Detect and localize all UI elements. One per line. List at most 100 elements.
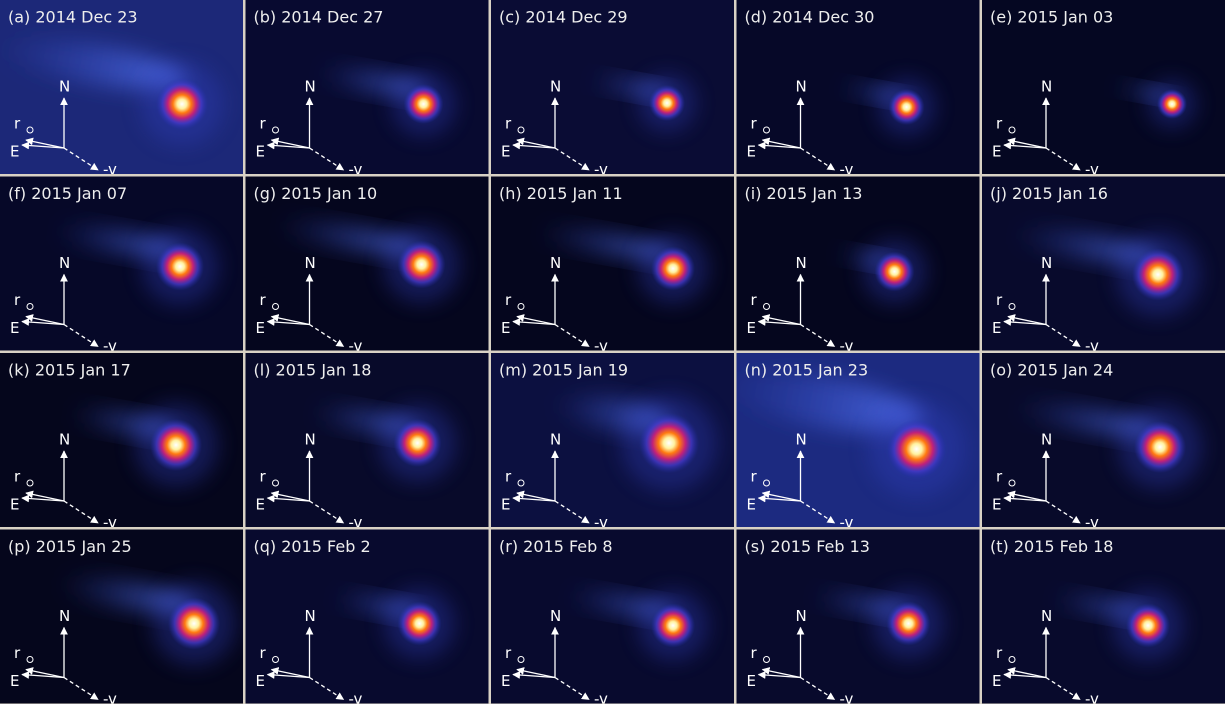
compass-velocity: -v xyxy=(840,337,854,355)
compass-velocity: -v xyxy=(840,514,854,532)
compass-east: E xyxy=(10,143,19,161)
comet-core xyxy=(168,598,220,650)
panel: (r) 2015 Feb 8NEr-v xyxy=(491,530,734,704)
panel-content: (i) 2015 Jan 13 N Er -v xyxy=(737,177,980,356)
comet-core xyxy=(889,89,925,125)
compass-velocity: -v xyxy=(1085,337,1099,355)
compass-east: E xyxy=(747,319,756,337)
comet-core xyxy=(649,85,685,121)
compass-north: N xyxy=(796,254,807,272)
panel: (j) 2015 Jan 16 N Er -v xyxy=(982,177,1225,356)
compass-sun: r xyxy=(260,115,267,133)
panel: (e) 2015 Jan 03NEr-v xyxy=(982,0,1225,179)
compass-north: N xyxy=(305,431,316,449)
compass-north: N xyxy=(59,607,70,625)
compass-velocity: -v xyxy=(103,514,117,532)
compass-velocity: -v xyxy=(594,514,608,532)
panel-content: (t) 2015 Feb 18NEr-v xyxy=(982,530,1225,704)
panel-label: (k) 2015 Jan 17 xyxy=(8,361,131,380)
panel-label: (p) 2015 Jan 25 xyxy=(8,537,132,556)
compass-north: N xyxy=(1041,254,1052,272)
compass-sun: r xyxy=(260,644,267,662)
compass-velocity: -v xyxy=(349,161,363,179)
compass-north: N xyxy=(1041,607,1052,625)
figure: (a) 2014 Dec 23NEr-v(b) 2014 Dec 27NEr-v… xyxy=(0,0,1225,704)
compass-sun: r xyxy=(996,644,1003,662)
panel-label: (n) 2015 Jan 23 xyxy=(745,361,869,380)
compass-sun: r xyxy=(505,115,512,133)
compass-velocity: -v xyxy=(349,690,363,704)
panel-label: (d) 2014 Dec 30 xyxy=(745,8,875,27)
comet-core xyxy=(1157,89,1187,119)
compass-sun: r xyxy=(751,644,758,662)
panel-content: (m) 2015 Jan 19NEr-v xyxy=(491,353,734,532)
compass-east: E xyxy=(501,143,510,161)
compass-sun: r xyxy=(751,291,758,309)
compass-east: E xyxy=(10,496,19,514)
compass-east: E xyxy=(501,672,510,690)
compass-sun: r xyxy=(751,115,758,133)
compass-east: E xyxy=(501,496,510,514)
compass-sun: r xyxy=(996,468,1003,486)
compass-east: E xyxy=(10,672,19,690)
compass-north: N xyxy=(305,607,316,625)
comet-core xyxy=(639,413,699,473)
panel-content: (o) 2015 Jan 24NEr-v xyxy=(982,353,1225,532)
panel-label: (j) 2015 Jan 16 xyxy=(990,184,1108,203)
comet-core xyxy=(156,78,208,130)
compass-east: E xyxy=(992,319,1001,337)
panel-content: (f) 2015 Jan 07NEr-v xyxy=(0,177,243,356)
panel-label: (c) 2014 Dec 29 xyxy=(499,8,628,27)
panel-label: (t) 2015 Feb 18 xyxy=(990,537,1113,556)
compass-east: E xyxy=(256,319,265,337)
panel: (g) 2015 Jan 10NEr-v xyxy=(246,177,489,356)
panel-content: (s) 2015 Feb 13NEr-v xyxy=(737,530,980,704)
compass-north: N xyxy=(1041,431,1052,449)
comet-core xyxy=(398,602,442,646)
compass-sun: r xyxy=(14,115,21,133)
comet-core xyxy=(156,243,204,291)
compass-north: N xyxy=(59,78,70,96)
comet-core xyxy=(651,604,695,648)
panel: (k) 2015 Jan 17NEr-v xyxy=(0,353,243,532)
panel: (f) 2015 Jan 07NEr-v xyxy=(0,177,243,356)
compass-east: E xyxy=(747,143,756,161)
compass-velocity: -v xyxy=(1085,161,1099,179)
panel-label: (b) 2014 Dec 27 xyxy=(254,8,384,27)
compass-sun: r xyxy=(260,468,267,486)
compass-sun: r xyxy=(260,291,267,309)
comet-core xyxy=(398,241,446,289)
panel-label: (i) 2015 Jan 13 xyxy=(745,184,863,203)
panel-label: (h) 2015 Jan 11 xyxy=(499,184,623,203)
compass-velocity: -v xyxy=(594,690,608,704)
compass-velocity: -v xyxy=(594,337,608,355)
compass-north: N xyxy=(1041,78,1052,96)
compass-sun: r xyxy=(996,291,1003,309)
panel-label: (f) 2015 Jan 07 xyxy=(8,184,127,203)
panel-label: (o) 2015 Jan 24 xyxy=(990,361,1113,380)
panel-content: (e) 2015 Jan 03NEr-v xyxy=(982,0,1225,179)
compass-velocity: -v xyxy=(103,161,117,179)
compass-east: E xyxy=(747,496,756,514)
comet-core xyxy=(651,247,695,291)
compass-east: E xyxy=(501,319,510,337)
compass-north: N xyxy=(59,431,70,449)
panel-label: (e) 2015 Jan 03 xyxy=(990,8,1113,27)
compass-sun: r xyxy=(996,115,1003,133)
compass-east: E xyxy=(747,672,756,690)
compass-sun: r xyxy=(14,644,21,662)
compass-velocity: -v xyxy=(103,690,117,704)
compass-velocity: -v xyxy=(1085,514,1099,532)
compass-velocity: -v xyxy=(349,337,363,355)
compass-north: N xyxy=(796,607,807,625)
comet-core xyxy=(1126,604,1170,648)
compass-north: N xyxy=(796,431,807,449)
